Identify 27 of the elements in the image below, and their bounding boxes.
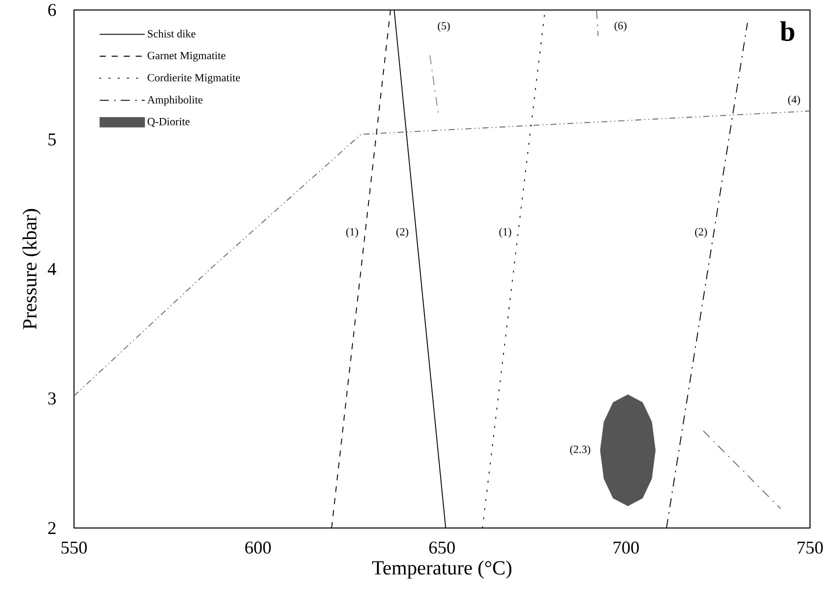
legend-label: Amphibolite: [147, 96, 202, 106]
x-tick-label: 600: [245, 542, 271, 554]
annotation: (5): [438, 22, 450, 32]
line-series: [74, 110, 810, 396]
annotation: (4): [788, 96, 800, 106]
y-tick-label: 3: [48, 392, 56, 405]
annotation: (1): [499, 228, 512, 238]
x-tick-label: 750: [798, 542, 823, 554]
annotation: (6): [614, 22, 626, 32]
annotation: b: [780, 21, 794, 41]
legend-label: Garnet Migmatite: [148, 52, 226, 62]
annotation: (2): [396, 228, 408, 238]
y-tick-label: 4: [48, 263, 56, 275]
y-axis-title: Pressure (kbar): [22, 209, 41, 330]
legend-label: Cordierite Migmatite: [148, 74, 240, 84]
legend-label: Schist dike: [148, 30, 196, 38]
x-tick-label: 650: [429, 542, 455, 554]
y-tick-label: 5: [48, 134, 56, 146]
x-axis-title: Temperature (°C): [372, 560, 512, 579]
x-tick-label: 550: [62, 542, 87, 554]
x-tick-label: 700: [614, 542, 639, 554]
annotation: (2.3): [570, 445, 590, 456]
y-tick-label: 2: [48, 522, 56, 534]
annotation: (1): [346, 228, 358, 238]
y-tick-label: 6: [48, 4, 56, 16]
legend-label: Q-Diorite: [148, 118, 190, 127]
annotation: (2): [695, 228, 707, 238]
